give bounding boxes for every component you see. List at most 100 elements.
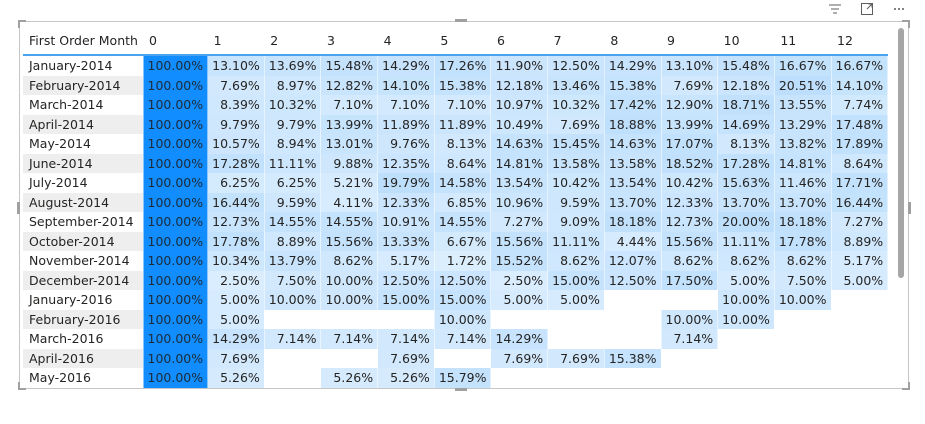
matrix-cell[interactable]: [831, 290, 889, 310]
matrix-cell[interactable]: 7.14%: [377, 329, 435, 349]
matrix-cell[interactable]: [547, 309, 605, 329]
matrix-cell[interactable]: [831, 368, 889, 388]
matrix-cell[interactable]: 14.55%: [320, 212, 379, 232]
matrix-cell[interactable]: [717, 329, 775, 349]
matrix-cell[interactable]: 10.00%: [320, 290, 379, 310]
matrix-cell[interactable]: 10.42%: [661, 173, 719, 193]
matrix-cell[interactable]: [434, 348, 492, 368]
matrix-cell[interactable]: 10.42%: [547, 173, 605, 193]
matrix-cell[interactable]: [831, 309, 889, 329]
matrix-cell[interactable]: 6.25%: [264, 173, 322, 193]
matrix-cell[interactable]: 12.07%: [604, 251, 662, 271]
matrix-cell[interactable]: [604, 329, 662, 349]
matrix-cell[interactable]: 5.26%: [377, 368, 435, 388]
matrix-cell[interactable]: 10.96%: [490, 192, 549, 212]
matrix-cell[interactable]: 10.32%: [264, 95, 322, 115]
matrix-cell[interactable]: 15.45%: [547, 134, 605, 154]
matrix-cell[interactable]: 15.38%: [604, 348, 662, 368]
matrix-cell[interactable]: 11.11%: [547, 231, 605, 251]
matrix-cell[interactable]: 18.18%: [774, 212, 832, 232]
matrix-cell[interactable]: 5.00%: [547, 290, 605, 310]
column-header-10[interactable]: 10: [717, 26, 775, 56]
matrix-cell[interactable]: [604, 309, 662, 329]
matrix-cell[interactable]: 10.00%: [717, 290, 775, 310]
matrix-cell[interactable]: 7.69%: [207, 75, 265, 95]
matrix-cell[interactable]: 5.26%: [207, 368, 265, 388]
matrix-cell[interactable]: 12.73%: [207, 212, 265, 232]
matrix-cell[interactable]: 5.00%: [207, 290, 265, 310]
matrix-cell[interactable]: 6.67%: [434, 231, 492, 251]
matrix-cell[interactable]: 7.74%: [831, 95, 889, 115]
matrix-cell[interactable]: 100.00%: [143, 114, 209, 134]
matrix-cell[interactable]: 9.88%: [320, 153, 379, 173]
matrix-cell[interactable]: [831, 329, 889, 349]
column-header-12[interactable]: 12: [831, 26, 888, 56]
matrix-cell[interactable]: 2.50%: [490, 270, 549, 290]
matrix-cell[interactable]: 8.39%: [207, 95, 265, 115]
matrix-cell[interactable]: 18.52%: [661, 153, 719, 173]
matrix-cell[interactable]: 14.63%: [604, 134, 662, 154]
matrix-cell[interactable]: 7.10%: [434, 95, 492, 115]
matrix-cell[interactable]: 11.11%: [264, 153, 322, 173]
matrix-cell[interactable]: 100.00%: [143, 134, 209, 154]
matrix-cell[interactable]: [264, 368, 322, 388]
matrix-cell[interactable]: 15.38%: [604, 75, 662, 95]
matrix-cell[interactable]: [377, 309, 435, 329]
matrix-cell[interactable]: 13.69%: [264, 55, 322, 76]
matrix-cell[interactable]: 7.50%: [264, 270, 322, 290]
matrix-cell[interactable]: 100.00%: [143, 55, 209, 76]
matrix-cell[interactable]: 16.67%: [831, 55, 889, 76]
matrix-cell[interactable]: 5.17%: [377, 251, 435, 271]
matrix-cell[interactable]: 13.99%: [661, 114, 719, 134]
matrix-cell[interactable]: 15.48%: [320, 55, 379, 76]
matrix-cell[interactable]: 15.00%: [377, 290, 435, 310]
matrix-cell[interactable]: 8.62%: [661, 251, 719, 271]
matrix-cell[interactable]: 13.10%: [207, 55, 265, 76]
matrix-cell[interactable]: 100.00%: [143, 192, 209, 212]
column-header-6[interactable]: 6: [490, 26, 548, 56]
matrix-cell[interactable]: 13.54%: [604, 173, 662, 193]
row-label[interactable]: November-2014: [23, 251, 144, 271]
matrix-cell[interactable]: 100.00%: [143, 348, 209, 368]
row-label[interactable]: December-2014: [23, 270, 144, 290]
matrix-cell[interactable]: 13.82%: [774, 134, 832, 154]
matrix-cell[interactable]: 5.00%: [717, 270, 775, 290]
matrix-cell[interactable]: 7.14%: [320, 329, 379, 349]
matrix-cell[interactable]: [661, 348, 719, 368]
matrix-cell[interactable]: 14.10%: [377, 75, 435, 95]
resize-handle-bottom-right[interactable]: [902, 382, 910, 390]
matrix-cell[interactable]: 5.17%: [831, 251, 889, 271]
matrix-cell[interactable]: 7.14%: [661, 329, 719, 349]
matrix-cell[interactable]: 15.56%: [661, 231, 719, 251]
matrix-cell[interactable]: 7.69%: [547, 114, 605, 134]
matrix-cell[interactable]: 100.00%: [143, 251, 209, 271]
matrix-cell[interactable]: 12.50%: [377, 270, 435, 290]
matrix-cell[interactable]: 14.55%: [434, 212, 492, 232]
matrix-cell[interactable]: [774, 329, 832, 349]
matrix-cell[interactable]: [547, 368, 605, 388]
row-label[interactable]: August-2014: [23, 192, 144, 212]
resize-handle-right[interactable]: [908, 202, 911, 214]
row-label[interactable]: May-2016: [23, 368, 144, 388]
matrix-cell[interactable]: 5.00%: [831, 270, 889, 290]
matrix-cell[interactable]: 7.69%: [377, 348, 435, 368]
matrix-cell[interactable]: 10.91%: [377, 212, 435, 232]
matrix-cell[interactable]: 10.00%: [434, 309, 492, 329]
matrix-cell[interactable]: 13.10%: [661, 55, 719, 76]
matrix-cell[interactable]: 12.35%: [377, 153, 435, 173]
matrix-cell[interactable]: 12.33%: [377, 192, 435, 212]
matrix-cell[interactable]: [661, 290, 719, 310]
matrix-cell[interactable]: 100.00%: [143, 173, 209, 193]
matrix-cell[interactable]: 10.00%: [264, 290, 322, 310]
resize-handle-bottom[interactable]: [455, 388, 467, 391]
matrix-cell[interactable]: 17.42%: [604, 95, 662, 115]
matrix-cell[interactable]: 15.79%: [434, 368, 492, 388]
column-header-7[interactable]: 7: [547, 26, 605, 56]
matrix-cell[interactable]: 8.13%: [434, 134, 492, 154]
matrix-cell[interactable]: [774, 368, 832, 388]
matrix-cell[interactable]: 15.56%: [320, 231, 379, 251]
matrix-cell[interactable]: 11.46%: [774, 173, 832, 193]
matrix-cell[interactable]: 17.48%: [831, 114, 889, 134]
matrix-cell[interactable]: 13.58%: [604, 153, 662, 173]
matrix-cell[interactable]: 12.73%: [661, 212, 719, 232]
